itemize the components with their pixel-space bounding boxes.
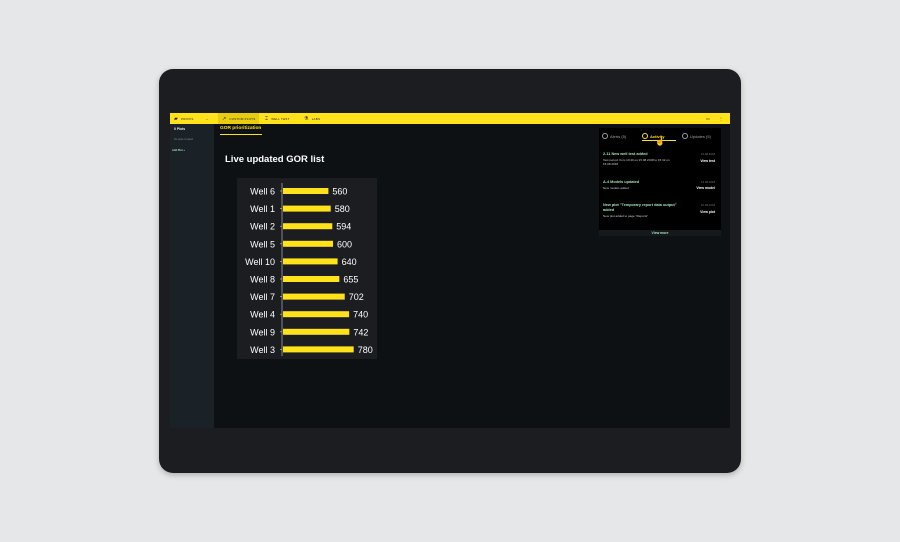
brand-label: PROVIS <box>181 116 194 121</box>
value-label: 740 <box>353 310 368 320</box>
category-label: Well 9 <box>250 327 275 337</box>
tab-alerts[interactable]: Alerts (5) <box>602 133 626 139</box>
activity-item-date: 13.08.2018 <box>701 180 715 184</box>
value-label: 580 <box>335 204 350 214</box>
app-screen: ▰ PROVIS ⌄ ↗ CUSTOM PLOTS ⌶ WELL TEST ⚗ … <box>170 113 730 428</box>
value-label: 640 <box>342 257 357 267</box>
sidebar: 0 Plots No plots created Add Plot + <box>170 124 214 428</box>
pointer-cursor-icon: ☝ <box>655 137 665 146</box>
activity-item-title: New plot "Temporary report data output" … <box>603 203 677 212</box>
chat-icon[interactable]: ▭ <box>706 116 710 121</box>
activity-item: New plot "Temporary report data output" … <box>603 203 719 218</box>
value-label: 780 <box>358 345 373 355</box>
activity-item: 2-11 New well test added Test period: fr… <box>603 152 719 166</box>
bar <box>283 276 340 282</box>
sidebar-title: 0 Plots <box>174 127 186 131</box>
tab-well-test[interactable]: ⌶ WELL TEST <box>265 113 290 124</box>
bar <box>283 311 350 318</box>
category-label: Well 2 <box>250 222 275 232</box>
bar <box>283 240 333 247</box>
top-nav-bar: ▰ PROVIS ⌄ ↗ CUSTOM PLOTS ⌶ WELL TEST ⚗ … <box>170 113 730 124</box>
add-plot-button[interactable]: Add Plot + <box>172 149 185 152</box>
category-label: Well 7 <box>250 292 275 302</box>
beaker-icon: ⚗ <box>304 115 309 122</box>
value-label: 594 <box>336 222 351 232</box>
tab-updates[interactable]: Updates (5) <box>682 133 711 139</box>
value-label: 742 <box>353 327 368 337</box>
update-icon <box>682 133 688 139</box>
tab-alerts-label: Alerts (5) <box>610 133 627 139</box>
category-label: Well 3 <box>250 345 275 355</box>
activity-item-title: A-4 Models updated <box>603 180 640 184</box>
activity-panel: Alerts (5) Activity Updates (5) 2-11 New… <box>599 128 721 236</box>
activity-item-date: 10.08.2018 <box>701 203 715 207</box>
activity-item-title: 2-11 New well test added <box>603 152 648 156</box>
activity-item-desc: Test period: from 10:40 on 15.08.2018 to… <box>603 158 670 166</box>
view-model-link[interactable]: View model <box>696 186 715 190</box>
category-label: Well 8 <box>250 275 275 285</box>
tab-updates-label: Updates (5) <box>690 133 711 139</box>
active-tab-underline <box>642 140 676 141</box>
page-title: Live updated GOR list <box>225 154 325 165</box>
tab-custom-plots[interactable]: ↗ CUSTOM PLOTS <box>218 113 260 124</box>
sidebar-subtitle: No plots created <box>174 138 193 141</box>
bar <box>283 258 338 265</box>
tab-labs[interactable]: ⚗ LABS <box>304 113 320 124</box>
tab-well-test-label: WELL TEST <box>271 116 290 121</box>
bar <box>283 328 350 335</box>
tab-activity[interactable]: Activity <box>642 133 664 139</box>
tab-activity-label: Activity <box>650 133 665 139</box>
activity-item-desc: New plot added to page "Reports" <box>603 214 649 218</box>
tab-gor-prioritization[interactable]: GOR prioritization <box>220 126 262 131</box>
value-label: 655 <box>343 275 358 285</box>
category-label: Well 5 <box>250 239 275 249</box>
tab-labs-label: LABS <box>311 116 321 121</box>
bar <box>283 188 329 194</box>
activity-item: A-4 Models updated New models added 13.0… <box>603 180 719 190</box>
bar <box>283 293 345 300</box>
trend-icon: ↗ <box>222 115 227 122</box>
category-label: Well 10 <box>245 257 275 267</box>
logo-icon: ▰ <box>174 115 179 122</box>
more-menu-icon[interactable]: ⋮ <box>719 116 724 121</box>
activity-item-desc: New models added <box>603 186 629 190</box>
view-test-link[interactable]: View test <box>700 159 715 163</box>
chevron-down-icon: ⌄ <box>205 116 209 121</box>
category-label: Well 4 <box>250 310 275 320</box>
activity-icon <box>642 133 648 139</box>
bar <box>283 205 331 212</box>
value-label: 600 <box>337 239 352 249</box>
view-more-button[interactable]: View more <box>599 230 721 236</box>
bar <box>283 223 333 230</box>
value-label: 702 <box>349 292 364 302</box>
gor-bar-chart-svg: Well 6 560 Well 1 580 Well 2 594 Well 5 600 Well… <box>245 183 373 356</box>
view-plot-link[interactable]: View plot <box>700 210 715 214</box>
flask-icon: ⌶ <box>265 115 269 122</box>
category-label: Well 1 <box>250 204 275 214</box>
activity-item-date: 15.08.2018 <box>701 152 715 156</box>
bar <box>283 346 354 353</box>
value-label: 560 <box>332 187 347 197</box>
tab-underline <box>220 134 262 135</box>
tab-custom-plots-label: CUSTOM PLOTS <box>229 116 256 121</box>
gor-bar-chart: Well 6 560 Well 1 580 Well 2 594 Well 5 600 Well… <box>237 178 377 359</box>
category-label: Well 6 <box>250 187 275 197</box>
brand-selector[interactable]: ▰ PROVIS ⌄ <box>174 113 212 124</box>
alert-icon <box>602 133 608 139</box>
